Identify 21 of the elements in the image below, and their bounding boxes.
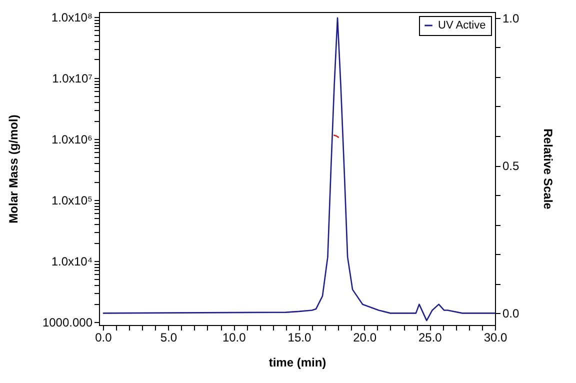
line-series bbox=[102, 17, 495, 322]
y-tick-label: 1000.000 bbox=[42, 315, 93, 330]
x-tick-label: 0.0 bbox=[95, 330, 112, 344]
y-axis-title: Molar Mass (g/mol) bbox=[6, 114, 20, 224]
y2-tick-label: 1.0 bbox=[502, 11, 520, 26]
x-tick-label: 20.0 bbox=[353, 330, 377, 344]
y2-tick-label: 0.0 bbox=[502, 306, 520, 321]
legend-label: UV Active bbox=[438, 20, 486, 32]
y2-axis-title: Relative Scale bbox=[541, 128, 556, 210]
y-tick-label: 1.0x10⁴ bbox=[51, 254, 92, 268]
y-tick-label: 1.0x10⁷ bbox=[52, 71, 92, 86]
x-tick-label: 25.0 bbox=[418, 330, 442, 344]
y2-tick-label: 0.5 bbox=[502, 159, 520, 174]
x-tick-label: 5.0 bbox=[160, 330, 178, 344]
y-tick-label: 1.0x10⁵ bbox=[51, 193, 93, 208]
x-tick-label: 10.0 bbox=[222, 330, 246, 344]
y-tick-label: 1.0x10⁸ bbox=[51, 10, 92, 24]
x-tick-label: 15.0 bbox=[288, 330, 312, 344]
x-tick-label: 30.0 bbox=[484, 330, 508, 344]
y-tick-label: 1.0x10⁶ bbox=[52, 132, 93, 146]
x-axis-title: time (min) bbox=[268, 356, 326, 370]
